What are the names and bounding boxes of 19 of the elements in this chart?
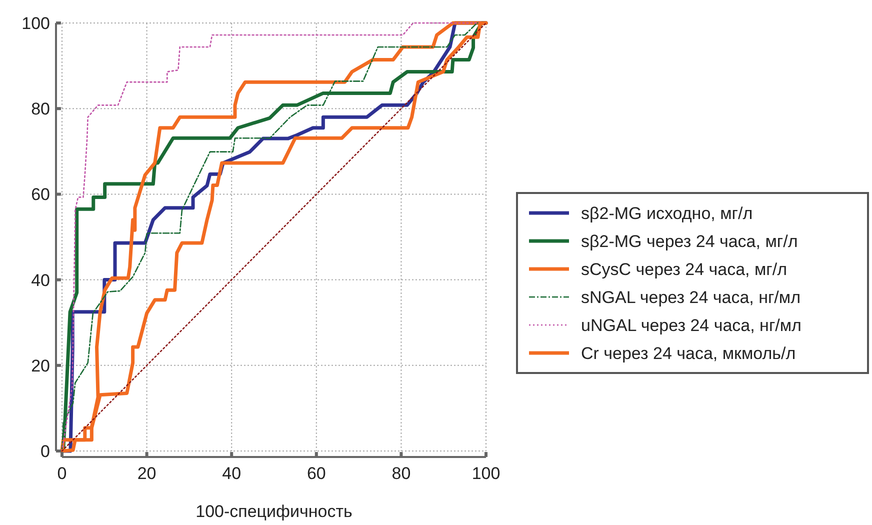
legend-label: sβ2-MG исходно, мг/л bbox=[581, 204, 753, 223]
x-tick-label: 60 bbox=[306, 464, 326, 483]
legend-label: sCysC через 24 часа, мг/л bbox=[581, 260, 788, 279]
x-axis-title: 100-специфичность bbox=[196, 502, 353, 521]
legend-label: uNGAL через 24 часа, нг/мл bbox=[581, 316, 802, 335]
y-tick-label: 60 bbox=[31, 185, 50, 204]
x-tick-label: 80 bbox=[392, 464, 411, 483]
legend-label: sNGAL через 24 часа, нг/мл bbox=[581, 288, 801, 307]
y-tick-label: 20 bbox=[31, 356, 50, 376]
legend-label: sβ2-MG через 24 часа, мг/л bbox=[581, 232, 798, 251]
x-tick-label: 20 bbox=[137, 464, 156, 483]
legend-label: Cr через 24 часа, мкмоль/л bbox=[581, 344, 796, 363]
y-tick-label: 80 bbox=[31, 100, 50, 119]
y-tick-label: 100 bbox=[22, 14, 50, 33]
y-tick-label: 40 bbox=[31, 270, 50, 290]
x-tick-label: 40 bbox=[222, 464, 242, 483]
x-tick-label: 100 bbox=[472, 464, 500, 483]
y-tick-label: 0 bbox=[40, 442, 50, 461]
x-tick-label: 0 bbox=[57, 464, 67, 483]
